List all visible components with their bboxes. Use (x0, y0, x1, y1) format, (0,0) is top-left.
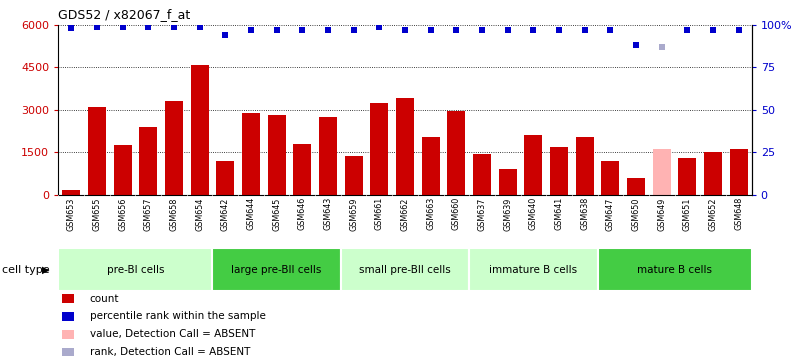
Text: GSM654: GSM654 (195, 197, 204, 231)
Bar (598, 248, 752, 291)
Bar (469, 248, 598, 291)
Text: GSM652: GSM652 (709, 197, 718, 231)
Bar (267, 115, 286, 195)
Bar (341, 248, 469, 291)
Bar (212, 248, 341, 291)
Text: GSM656: GSM656 (118, 197, 127, 231)
Bar (524, 135, 543, 195)
Text: value, Detection Call = ABSENT: value, Detection Call = ABSENT (90, 329, 255, 339)
Text: GSM655: GSM655 (92, 197, 101, 231)
Text: count: count (90, 293, 119, 303)
Bar (344, 156, 363, 195)
Text: GSM660: GSM660 (452, 197, 461, 231)
Bar (679, 158, 697, 195)
Bar (422, 137, 440, 195)
Bar (396, 99, 414, 195)
Bar (62, 190, 80, 195)
Bar (242, 112, 260, 195)
Bar (62, 312, 75, 321)
Text: GSM657: GSM657 (143, 197, 153, 231)
Text: GSM646: GSM646 (298, 197, 307, 231)
Text: GSM638: GSM638 (580, 197, 589, 231)
Text: ▶: ▶ (42, 265, 49, 275)
Bar (704, 152, 723, 195)
Bar (730, 149, 748, 195)
Text: GSM659: GSM659 (349, 197, 358, 231)
Text: GSM640: GSM640 (529, 197, 538, 231)
Bar (627, 178, 645, 195)
Text: GDS52 / x82067_f_at: GDS52 / x82067_f_at (58, 9, 190, 21)
Text: GSM651: GSM651 (683, 197, 692, 231)
Text: large pre-BII cells: large pre-BII cells (232, 265, 322, 275)
Bar (87, 107, 106, 195)
Text: GSM637: GSM637 (478, 197, 487, 231)
Bar (473, 154, 491, 195)
Text: GSM653: GSM653 (66, 197, 75, 231)
Bar (62, 294, 75, 303)
Text: GSM644: GSM644 (246, 197, 255, 231)
Bar (653, 149, 671, 195)
Text: GSM639: GSM639 (503, 197, 512, 231)
Text: pre-BI cells: pre-BI cells (107, 265, 164, 275)
Bar (319, 117, 337, 195)
Bar (58, 248, 212, 291)
Bar (165, 101, 183, 195)
Text: GSM650: GSM650 (632, 197, 641, 231)
Text: GSM647: GSM647 (606, 197, 615, 231)
Bar (370, 103, 388, 195)
Bar (576, 137, 594, 195)
Bar (216, 161, 234, 195)
Text: GSM662: GSM662 (400, 197, 410, 231)
Bar (62, 348, 75, 356)
Text: cell type: cell type (2, 265, 49, 275)
Bar (62, 330, 75, 338)
Text: rank, Detection Call = ABSENT: rank, Detection Call = ABSENT (90, 347, 250, 357)
Text: GSM642: GSM642 (221, 197, 230, 231)
Text: percentile rank within the sample: percentile rank within the sample (90, 311, 266, 321)
Bar (550, 146, 568, 195)
Bar (293, 144, 311, 195)
Bar (602, 161, 620, 195)
Text: GSM641: GSM641 (555, 197, 564, 231)
Bar (190, 65, 208, 195)
Text: GSM661: GSM661 (375, 197, 384, 231)
Text: GSM649: GSM649 (657, 197, 667, 231)
Bar (499, 169, 517, 195)
Bar (139, 127, 157, 195)
Text: GSM645: GSM645 (272, 197, 281, 231)
Bar (113, 145, 131, 195)
Text: GSM648: GSM648 (735, 197, 744, 231)
Text: small pre-BII cells: small pre-BII cells (359, 265, 451, 275)
Text: immature B cells: immature B cells (489, 265, 578, 275)
Bar (447, 111, 466, 195)
Text: GSM643: GSM643 (323, 197, 332, 231)
Text: GSM663: GSM663 (426, 197, 435, 231)
Text: GSM658: GSM658 (169, 197, 178, 231)
Text: mature B cells: mature B cells (637, 265, 712, 275)
